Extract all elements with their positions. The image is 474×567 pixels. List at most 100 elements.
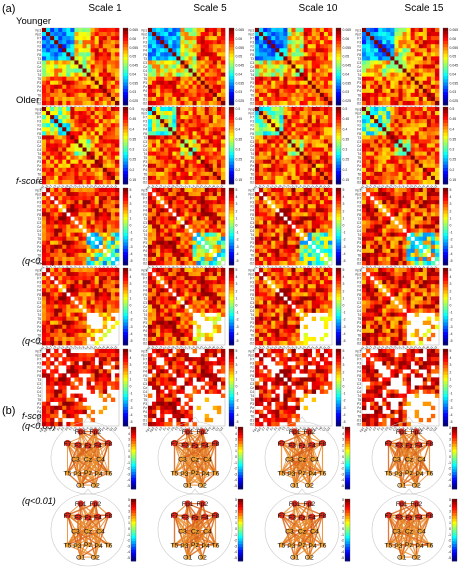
matrix-cell: [287, 127, 292, 132]
matrix-cell: [271, 228, 276, 233]
matrix-cell: [291, 92, 296, 98]
colorbar-segment: [229, 151, 234, 156]
matrix-cell: [90, 68, 95, 73]
matrix-cell: [42, 204, 47, 209]
matrix-cell: [259, 147, 264, 152]
channel-tick-label: P3: [357, 160, 361, 164]
matrix-cell: [255, 111, 260, 116]
matrix-cell: [315, 236, 321, 241]
matrix-cell: [176, 28, 181, 33]
colorbar-segment: [123, 164, 128, 169]
matrix-cell: [398, 171, 403, 177]
matrix-cell: [220, 244, 226, 250]
matrix-cell: [78, 119, 83, 124]
matrix-cell: [176, 44, 181, 49]
matrix-cell: [366, 216, 371, 221]
matrix-cell: [196, 143, 201, 148]
matrix-cell: [410, 171, 415, 177]
matrix-cell: [156, 80, 161, 86]
matrix-cell: [160, 52, 165, 57]
matrix-cell: [160, 32, 165, 37]
matrix-cell: [370, 68, 375, 73]
matrix-cell: [208, 139, 214, 144]
colorbar-tick-label: 0.45: [130, 117, 137, 121]
matrix-cell: [267, 252, 272, 258]
matrix-cell: [386, 244, 391, 250]
matrix-cell: [394, 236, 399, 241]
matrix-cell: [152, 147, 157, 152]
matrix-cell: [414, 220, 420, 225]
matrix-cell: [434, 80, 440, 86]
matrix-cell: [212, 147, 218, 152]
matrix-cell: [46, 248, 51, 254]
matrix-cell: [398, 220, 403, 225]
matrix-cell: [287, 100, 292, 106]
matrix-cell: [366, 139, 371, 144]
matrix-cell: [86, 192, 91, 197]
matrix-cell: [102, 175, 108, 181]
matrix-cell: [426, 139, 432, 144]
colorbar-segment: [123, 191, 128, 195]
matrix-cell: [156, 56, 161, 61]
matrix-cell: [148, 100, 153, 106]
matrix-cell: [275, 204, 280, 209]
matrix-cell: [62, 139, 67, 144]
matrix-cell: [192, 127, 197, 132]
matrix-cell: [362, 76, 367, 81]
matrix-cell: [46, 220, 51, 225]
channel-tick-label: Cz: [250, 144, 254, 148]
colorbar-tick-label: 0.35: [236, 137, 243, 141]
matrix-cell: [216, 135, 222, 140]
colorbar-tick-label: 0: [236, 224, 238, 228]
matrix-cell: [66, 119, 71, 124]
matrix-cell: [176, 220, 181, 225]
matrix-cell: [156, 159, 161, 165]
matrix-cell: [259, 68, 264, 73]
matrix-cell: [102, 84, 108, 90]
matrix-cell: [414, 68, 420, 73]
matrix-cell: [271, 151, 276, 156]
matrix-cell: [98, 56, 104, 61]
matrix-cell: [86, 252, 91, 258]
matrix-cell: [106, 131, 112, 136]
colorbar-segment: [443, 174, 448, 178]
matrix-cell: [188, 256, 193, 262]
matrix-cell: [382, 155, 387, 160]
colorbar-tick-label: 4: [343, 195, 345, 199]
matrix-cell: [176, 236, 181, 241]
matrix-cell: [390, 96, 395, 102]
matrix-cell: [184, 212, 189, 217]
matrix-cell: [106, 256, 112, 262]
matrix-cell: [208, 244, 214, 250]
matrix-cell: [386, 111, 391, 116]
matrix-cell: [291, 36, 296, 41]
matrix-cell: [196, 196, 201, 201]
matrix-cell: [410, 232, 415, 237]
matrix-cell: [102, 28, 108, 33]
matrix-cell: [362, 224, 367, 229]
matrix-cell: [78, 84, 83, 90]
matrix-cell: [110, 151, 116, 156]
matrix-cell: [291, 159, 296, 165]
matrix-cell: [263, 212, 268, 217]
matrix-cell: [46, 127, 51, 132]
colorbar-segment: [229, 158, 234, 162]
matrix-cell: [148, 256, 153, 262]
matrix-cell: [74, 119, 79, 124]
colorbar-segment: [123, 236, 128, 240]
matrix-cell: [319, 244, 325, 250]
matrix-cell: [366, 171, 371, 177]
channel-tick-label: Fp2: [256, 184, 263, 191]
matrix-cell: [192, 135, 197, 140]
matrix-cell: [62, 127, 67, 132]
matrix-cell: [220, 171, 226, 177]
channel-tick-label: T6: [250, 172, 254, 176]
matrix-cell: [212, 60, 218, 65]
matrix-cell: [204, 111, 210, 116]
matrix-cell: [58, 131, 63, 136]
matrix-cell: [46, 252, 51, 258]
matrix-younger-scale-0: Fp1Fp1Fp2Fp2F7F7F3F3FzFzF4F4F8F8T3T3C3C3…: [36, 27, 138, 112]
matrix-cell: [307, 139, 313, 144]
matrix-cell: [291, 64, 296, 69]
matrix-cell: [168, 28, 173, 33]
